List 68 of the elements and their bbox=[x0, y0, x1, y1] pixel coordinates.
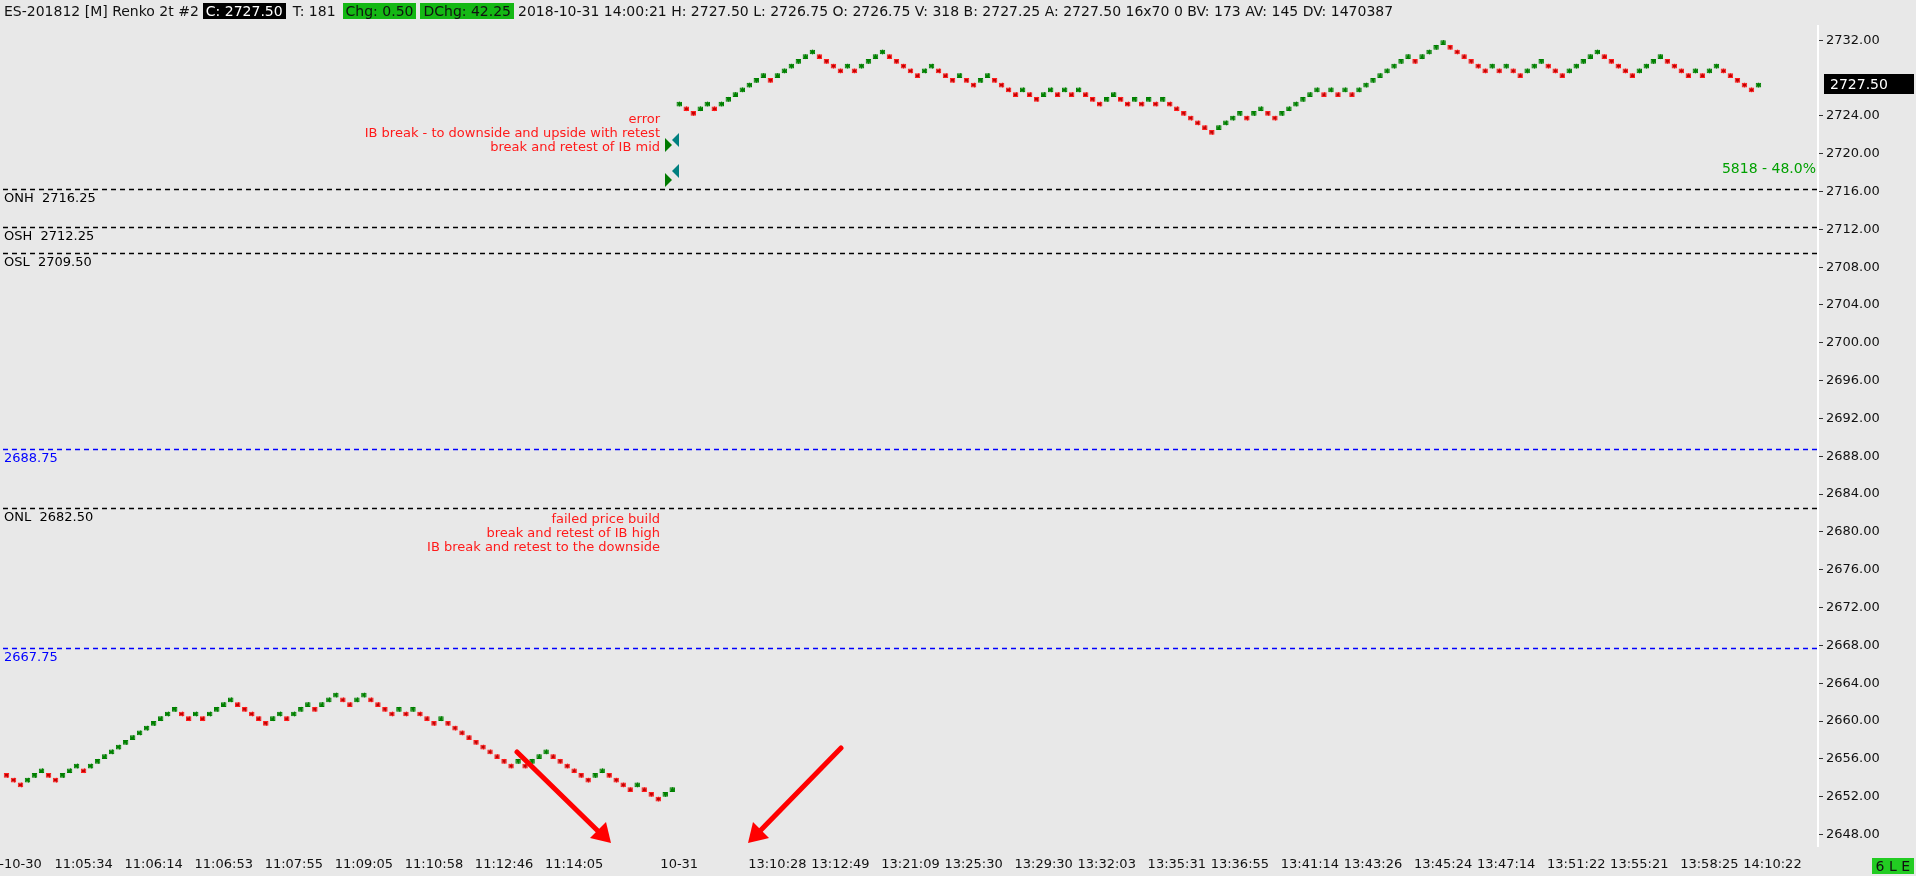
text: DChg: 42.25 bbox=[420, 3, 515, 19]
x-tick-label: -10-30 bbox=[0, 855, 42, 871]
y-tick-label: 2680.00 bbox=[1826, 523, 1880, 539]
x-tick-label: 13:25:30 bbox=[944, 855, 1003, 871]
x-tick-label: 13:36:55 bbox=[1210, 855, 1270, 871]
text: 2727.50 bbox=[1824, 74, 1914, 94]
annotation: break and retest of IB mid bbox=[490, 139, 660, 154]
y-tick-label: 2692.00 bbox=[1826, 409, 1880, 425]
x-tick-label: 11:06:14 bbox=[124, 855, 183, 871]
y-tick-label: 2708.00 bbox=[1826, 258, 1880, 274]
x-tick-label: 13:58:25 bbox=[1680, 855, 1739, 871]
text: 6 L E bbox=[1871, 858, 1914, 874]
annotation: failed price build bbox=[551, 511, 660, 526]
y-tick-label: 2704.00 bbox=[1826, 296, 1880, 312]
ref-line-label: ONL 2682.50 bbox=[4, 509, 94, 525]
y-tick-label: 2676.00 bbox=[1826, 561, 1880, 577]
annotation: IB break and retest to the downside bbox=[427, 539, 660, 554]
y-tick-label: 2712.00 bbox=[1826, 220, 1880, 236]
y-tick-label: 2688.00 bbox=[1826, 447, 1880, 463]
x-tick-label: 13:47:14 bbox=[1476, 855, 1536, 871]
x-tick-label: 13:32:03 bbox=[1077, 855, 1136, 871]
x-tick-label: 11:06:53 bbox=[194, 855, 253, 871]
ref-line-label: OSH 2712.25 bbox=[4, 228, 95, 244]
y-tick-label: 2652.00 bbox=[1826, 788, 1880, 804]
ref-line-label: OSL 2709.50 bbox=[4, 254, 92, 270]
annotation: 5818 - 48.0% bbox=[1721, 160, 1816, 176]
x-tick-label: 11:05:34 bbox=[54, 855, 113, 871]
x-tick-label: 11:12:46 bbox=[474, 855, 534, 871]
y-tick-label: 2656.00 bbox=[1826, 750, 1880, 766]
chart-title: ES-201812 [M] Renko 2t #2 bbox=[4, 3, 199, 19]
y-tick-label: 2724.00 bbox=[1826, 107, 1880, 123]
x-tick-label: 13:41:14 bbox=[1280, 855, 1340, 871]
x-tick-label: 13:51:22 bbox=[1547, 855, 1606, 871]
x-tick-label: 13:21:09 bbox=[881, 855, 940, 871]
y-tick-label: 2732.00 bbox=[1826, 31, 1880, 47]
annotation: IB break - to downside and upside with retest bbox=[364, 125, 660, 140]
y-tick-label: 2684.00 bbox=[1826, 485, 1880, 501]
x-tick-label: 11:09:05 bbox=[334, 855, 394, 871]
x-tick-label: 13:12:49 bbox=[811, 855, 870, 871]
text: T: 181 bbox=[291, 3, 337, 19]
annotation: error bbox=[628, 111, 660, 126]
x-tick-label: 13:29:30 bbox=[1014, 855, 1073, 871]
y-tick-label: 2716.00 bbox=[1826, 182, 1880, 198]
ref-line-label: 2688.75 bbox=[4, 450, 58, 466]
ref-line-label: ONH 2716.25 bbox=[4, 190, 96, 206]
y-tick-label: 2700.00 bbox=[1826, 334, 1880, 350]
chart-subtitle: 2018-10-31 14:00:21 H: 2727.50 L: 2726.75 O: 2726.75 V: 318 B: 2727.25 A: 2727.50 16x70 0 BV: 173 AV: 145 DV: 1470387 bbox=[518, 3, 1394, 19]
y-tick-label: 2668.00 bbox=[1826, 636, 1880, 652]
ref-line-label: 2667.75 bbox=[4, 649, 58, 665]
annotation: break and retest of IB high bbox=[486, 525, 660, 540]
x-tick-label: 10-31 bbox=[660, 855, 699, 871]
x-tick-label: 11:14:05 bbox=[544, 855, 604, 871]
x-tick-label: 13:35:31 bbox=[1147, 855, 1206, 871]
y-tick-label: 2664.00 bbox=[1826, 674, 1880, 690]
x-tick-label: 11:10:58 bbox=[404, 855, 464, 871]
text: C: 2727.50 bbox=[202, 3, 286, 19]
x-tick-label: 13:55:21 bbox=[1610, 855, 1669, 871]
y-tick-label: 2648.00 bbox=[1826, 825, 1880, 841]
y-tick-label: 2672.00 bbox=[1826, 598, 1880, 614]
y-tick-label: 2696.00 bbox=[1826, 372, 1880, 388]
y-tick-label: 2660.00 bbox=[1826, 712, 1880, 728]
x-tick-label: 14:10:22 bbox=[1743, 855, 1802, 871]
y-tick-label: 2720.00 bbox=[1826, 145, 1880, 161]
x-tick-label: 11:07:55 bbox=[264, 855, 324, 871]
text: Chg: 0.50 bbox=[342, 3, 417, 19]
x-tick-label: 13:45:24 bbox=[1413, 855, 1473, 871]
x-tick-label: 13:43:26 bbox=[1343, 855, 1403, 871]
x-tick-label: 13:10:28 bbox=[748, 855, 807, 871]
